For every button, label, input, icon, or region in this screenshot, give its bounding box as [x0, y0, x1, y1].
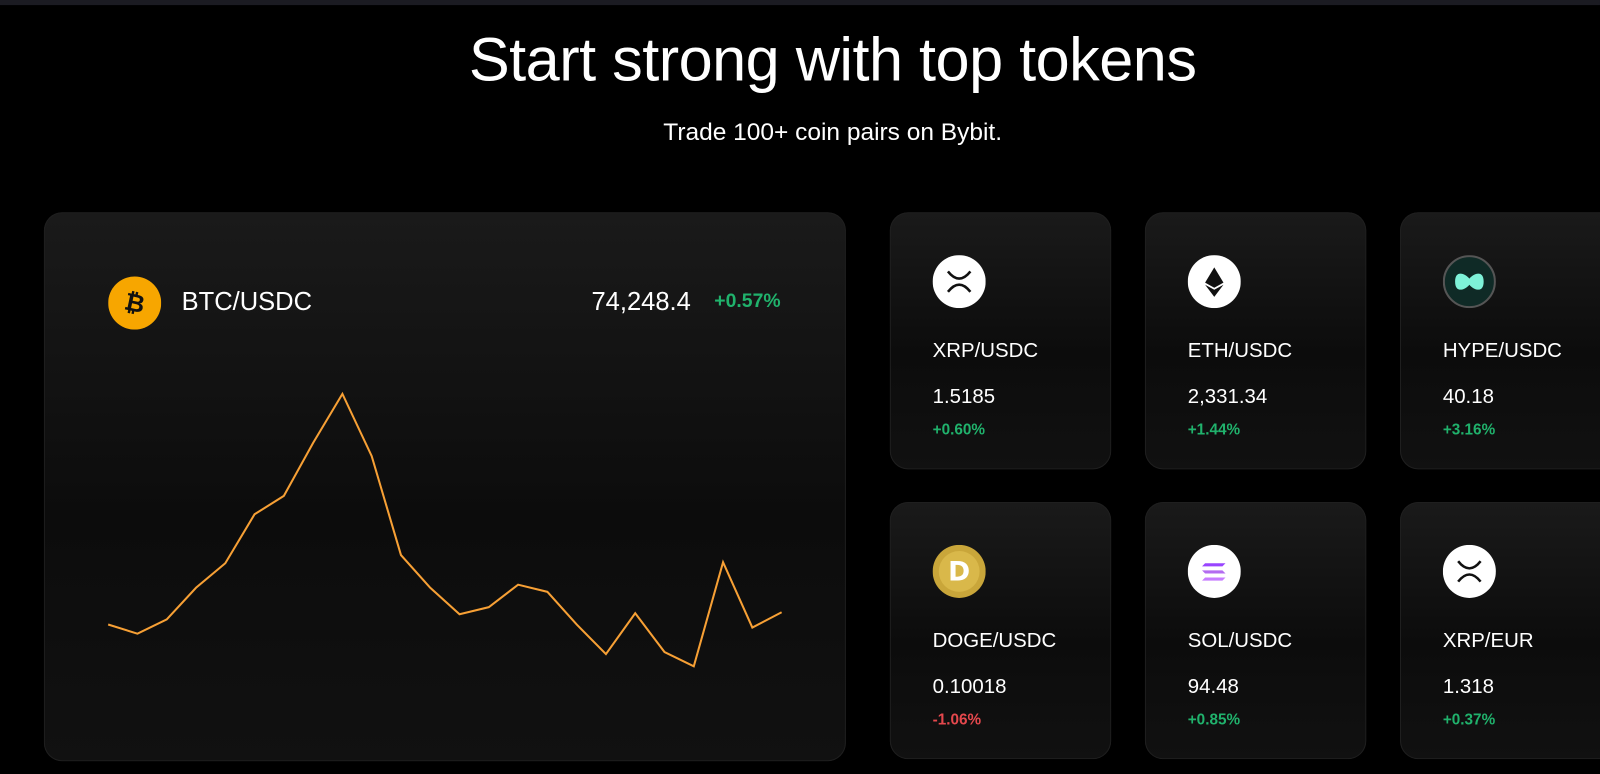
price: 1.318: [1442, 675, 1494, 698]
token-card[interactable]: XRP/EUR 1.318 +0.37%: [1399, 502, 1600, 760]
price: 40.18: [1442, 385, 1494, 409]
pair: HYPE/USDC: [1442, 339, 1562, 363]
change: +0.37%: [1442, 711, 1496, 729]
pair: XRP/EUR: [1442, 629, 1534, 653]
price: 0.10018: [932, 675, 1007, 698]
sparkline-chart: [107, 391, 783, 668]
token-icon: [1187, 544, 1241, 598]
pair: SOL/USDC: [1187, 629, 1293, 653]
sparkline: [107, 391, 783, 668]
token-card[interactable]: XRP/USDC 1.5185 +0.60%: [889, 212, 1112, 470]
token-icon: [1187, 255, 1241, 309]
title: Start strong with top tokens: [468, 25, 1197, 94]
change: -1.06%: [932, 711, 982, 729]
token-icon: [1442, 544, 1496, 598]
change: +3.16%: [1442, 421, 1496, 439]
pair: BTC/USDC: [181, 287, 313, 317]
pair: XRP/USDC: [932, 339, 1039, 363]
token-card[interactable]: D DOGE/USDC 0.10018 -1.06%: [889, 502, 1112, 760]
change: +1.44%: [1187, 421, 1241, 439]
subtitle: Trade 100+ coin pairs on Bybit.: [663, 118, 1003, 146]
token-icon: D: [932, 544, 986, 598]
token-icon: [1442, 255, 1496, 309]
change: +0.60%: [932, 421, 985, 439]
top-bar: [0, 0, 1600, 6]
price: 94.48: [1187, 675, 1239, 698]
price: 74,248.4: [591, 287, 691, 317]
change: +0.57%: [714, 290, 781, 313]
token-icon: [932, 255, 986, 309]
price: 1.5185: [932, 385, 996, 409]
btc-icon: ₿: [108, 276, 162, 330]
change: +0.85%: [1187, 711, 1241, 729]
featured-card[interactable]: ₿ BTC/USDC 74,248.4 +0.57%: [43, 212, 846, 762]
token-card[interactable]: ETH/USDC 2,331.34 +1.44%: [1144, 212, 1367, 470]
pair: DOGE/USDC: [932, 629, 1057, 653]
pair: ETH/USDC: [1187, 339, 1293, 363]
svg-text:D: D: [948, 557, 970, 588]
token-card[interactable]: SOL/USDC 94.48 +0.85%: [1144, 502, 1367, 760]
price: 2,331.34: [1187, 385, 1268, 409]
token-card[interactable]: HYPE/USDC 40.18 +3.16%: [1399, 212, 1600, 470]
